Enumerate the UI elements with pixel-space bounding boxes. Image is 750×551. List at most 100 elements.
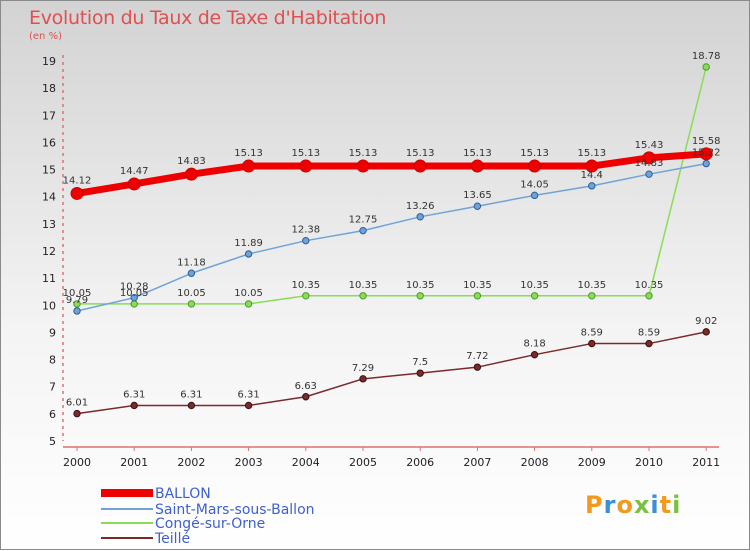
data-point: [242, 159, 256, 173]
data-point: [299, 159, 313, 173]
data-label: 10.05: [177, 288, 206, 299]
data-point: [699, 147, 713, 161]
y-tick-label: 17: [42, 109, 56, 122]
data-label: 14.4: [581, 170, 603, 181]
legend-label: Saint-Mars-sous-Ballon: [155, 502, 315, 518]
legend-label: Teillé: [154, 531, 190, 547]
data-label: 14.83: [177, 156, 206, 167]
data-label: 15.13: [577, 148, 606, 159]
data-label: 6.63: [295, 381, 317, 392]
x-tick-label: 2004: [292, 456, 320, 469]
data-point: [528, 159, 542, 173]
data-point: [302, 236, 310, 245]
data-point: [530, 292, 539, 300]
data-label: 15.13: [349, 148, 378, 159]
data-label: 11.89: [234, 238, 263, 249]
data-point: [588, 339, 596, 348]
chart-subtitle: (en %): [29, 31, 62, 42]
data-point: [187, 401, 196, 410]
data-point: [127, 177, 141, 191]
y-tick-label: 14: [42, 191, 56, 204]
data-point: [70, 186, 84, 200]
data-point: [645, 292, 653, 300]
y-tick-label: 13: [42, 218, 56, 231]
series-line-3: [76, 331, 707, 415]
data-label: 10.35: [635, 280, 664, 291]
y-tick-label: 11: [42, 272, 56, 285]
data-label: 10.35: [463, 280, 492, 291]
x-tick-label: 2011: [692, 456, 720, 469]
y-tick-label: 18: [42, 82, 56, 95]
y-tick-label: 7: [49, 381, 56, 394]
data-label: 14.05: [520, 179, 549, 190]
data-point: [588, 292, 596, 300]
series-line-0: [76, 150, 707, 197]
data-label: 15.13: [406, 148, 435, 159]
data-point: [585, 159, 599, 173]
x-tick-label: 2003: [235, 456, 263, 469]
data-point: [530, 350, 539, 359]
data-point: [184, 167, 198, 181]
data-label: 13.65: [463, 190, 492, 201]
data-point: [359, 375, 367, 383]
legend-label: Congé-sur-Orne: [155, 516, 265, 532]
data-point: [73, 409, 81, 418]
data-point: [244, 250, 253, 258]
data-point: [642, 151, 656, 165]
data-label: 7.29: [352, 363, 374, 374]
x-tick-label: 2010: [635, 456, 663, 469]
data-point: [413, 159, 427, 173]
data-point: [702, 159, 710, 168]
data-label: 9.02: [695, 316, 717, 327]
x-tick-label: 2006: [406, 456, 434, 469]
data-label: 15.13: [520, 148, 549, 159]
data-point: [416, 213, 424, 221]
data-point: [187, 300, 196, 308]
y-tick-label: 6: [49, 408, 56, 421]
data-point: [130, 293, 138, 302]
series-line-1: [76, 162, 707, 312]
x-tick-label: 2005: [349, 456, 377, 469]
data-label: 6.31: [123, 389, 145, 400]
data-label: 14.12: [63, 175, 92, 186]
y-tick-label: 15: [42, 164, 56, 177]
data-label: 15.13: [291, 148, 320, 159]
data-label: 9.79: [66, 295, 88, 306]
axes: 5 6 7 8 9 10 11 12 13 14 15 16 17 18 19 2000 2001 2002 200…: [42, 55, 720, 469]
y-tick-label: 9: [49, 326, 56, 339]
data-label: 8.18: [523, 339, 545, 350]
data-point: [73, 307, 81, 315]
data-point: [470, 159, 484, 173]
y-tick-label: 12: [42, 245, 56, 258]
data-label: 15.22: [692, 148, 721, 159]
data-point: [473, 202, 482, 210]
data-label: 12.38: [291, 225, 320, 236]
data-point: [530, 191, 539, 200]
data-label: 7.5: [412, 357, 428, 368]
data-point: [702, 328, 710, 336]
data-label: 10.35: [520, 280, 549, 291]
data-label: 10.05: [63, 288, 92, 299]
x-tick-label: 2000: [63, 456, 91, 469]
data-point: [356, 159, 370, 173]
data-label: 10.35: [349, 280, 378, 291]
data-point: [359, 292, 367, 300]
series-layer: [70, 63, 713, 418]
data-point: [416, 369, 424, 377]
data-point: [187, 269, 196, 277]
data-point: [302, 393, 310, 401]
data-label: 6.01: [66, 398, 88, 409]
data-label: 15.13: [234, 148, 263, 159]
legend-label: BALLON: [155, 486, 211, 502]
data-label: 15.43: [635, 140, 664, 151]
y-tick-label: 10: [42, 299, 56, 312]
data-labels: 14.12 14.47 14.83 15.13 15.13 15.13 15.13 15.13…: [63, 51, 721, 409]
x-tick-label: 2001: [120, 456, 148, 469]
data-point: [130, 401, 138, 410]
data-point: [73, 300, 81, 308]
data-point: [645, 339, 653, 348]
x-tick-label: 2007: [463, 456, 491, 469]
data-point: [130, 300, 138, 308]
